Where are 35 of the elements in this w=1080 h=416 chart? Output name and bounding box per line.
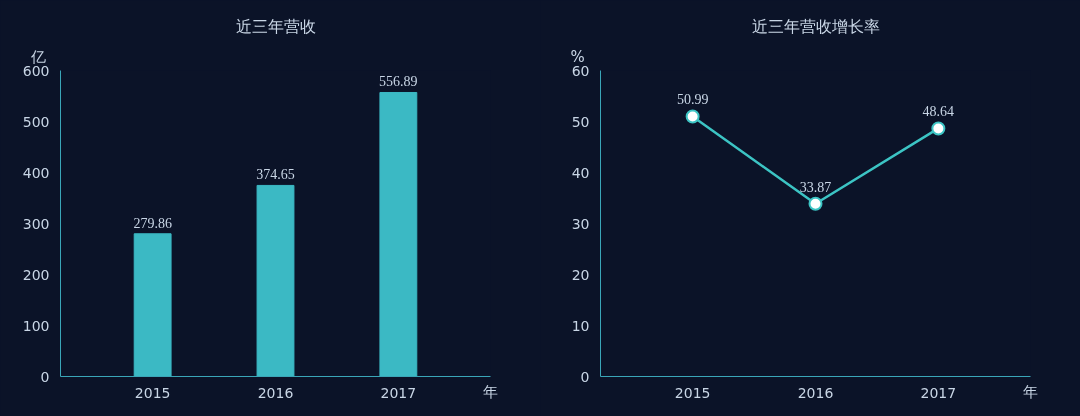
point xyxy=(808,196,823,211)
data-label: 374.65 xyxy=(256,167,295,183)
data-label: 279.86 xyxy=(133,215,172,231)
x-axis-title: 年 xyxy=(1023,382,1038,401)
x-axis-title: 年 xyxy=(483,382,498,401)
y-tick-label: 30 xyxy=(571,215,590,232)
data-label: 48.64 xyxy=(922,104,955,120)
y-tick-label: 40 xyxy=(571,164,590,181)
y-tick-label: 0 xyxy=(40,368,50,385)
y-tick-label: 500 xyxy=(22,113,50,130)
y-tick-label: 300 xyxy=(22,215,50,232)
y-tick-label: 100 xyxy=(22,317,50,334)
y-axis-title: 亿 xyxy=(29,47,46,66)
x-tick-label: 2017 xyxy=(380,384,417,401)
y-tick-label: 50 xyxy=(571,113,590,130)
bar xyxy=(133,233,172,377)
y-tick-label: 10 xyxy=(571,317,590,334)
y-tick-label: 20 xyxy=(571,266,590,283)
x-tick-label: 2017 xyxy=(920,384,957,401)
x-tick-label: 2016 xyxy=(797,384,834,401)
y-tick-label: 0 xyxy=(580,368,590,385)
bar xyxy=(379,91,418,377)
data-label: 556.89 xyxy=(379,74,418,90)
y-tick-label: 200 xyxy=(22,266,50,283)
point xyxy=(685,109,700,124)
bar xyxy=(256,184,295,377)
x-tick-label: 2016 xyxy=(257,384,294,401)
chart-title: 近三年营收 xyxy=(235,16,316,36)
data-label: 50.99 xyxy=(676,92,709,108)
x-tick-label: 2015 xyxy=(134,384,171,401)
data-label: 33.87 xyxy=(799,179,832,195)
chart-title: 近三年营收增长率 xyxy=(751,16,880,36)
y-tick-label: 400 xyxy=(22,164,50,181)
point xyxy=(931,121,946,136)
x-tick-label: 2015 xyxy=(674,384,711,401)
